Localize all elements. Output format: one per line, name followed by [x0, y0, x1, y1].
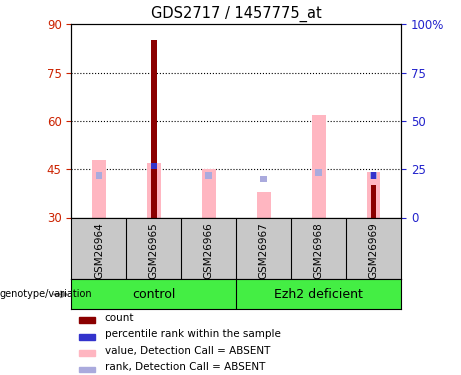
Text: GSM26964: GSM26964	[94, 222, 104, 279]
Text: count: count	[105, 313, 134, 323]
Title: GDS2717 / 1457775_at: GDS2717 / 1457775_at	[151, 5, 322, 22]
Bar	[79, 350, 95, 356]
Bar	[151, 163, 157, 169]
Bar	[151, 163, 157, 169]
Bar	[315, 169, 322, 176]
Text: GSM26966: GSM26966	[204, 222, 214, 279]
Bar	[260, 176, 267, 182]
Text: GSM26965: GSM26965	[149, 222, 159, 279]
Bar	[92, 160, 106, 218]
Text: GSM26968: GSM26968	[313, 222, 324, 279]
Bar	[206, 172, 212, 179]
Bar	[151, 40, 157, 218]
Bar	[257, 192, 271, 217]
Bar	[371, 185, 376, 218]
Bar	[79, 317, 95, 323]
Bar	[79, 367, 95, 372]
Text: rank, Detection Call = ABSENT: rank, Detection Call = ABSENT	[105, 362, 265, 372]
Bar	[95, 172, 102, 179]
Text: control: control	[132, 288, 176, 301]
Bar	[202, 169, 216, 217]
Bar	[79, 334, 95, 340]
Bar	[147, 163, 161, 218]
Text: GSM26967: GSM26967	[259, 222, 269, 279]
Text: Ezh2 deficient: Ezh2 deficient	[274, 288, 363, 301]
Text: genotype/variation: genotype/variation	[0, 290, 93, 299]
Bar	[312, 114, 325, 218]
Text: GSM26969: GSM26969	[369, 222, 378, 279]
Text: value, Detection Call = ABSENT: value, Detection Call = ABSENT	[105, 346, 270, 356]
Text: percentile rank within the sample: percentile rank within the sample	[105, 329, 281, 339]
Bar	[370, 172, 377, 179]
Bar	[371, 172, 376, 179]
Bar	[367, 172, 380, 217]
